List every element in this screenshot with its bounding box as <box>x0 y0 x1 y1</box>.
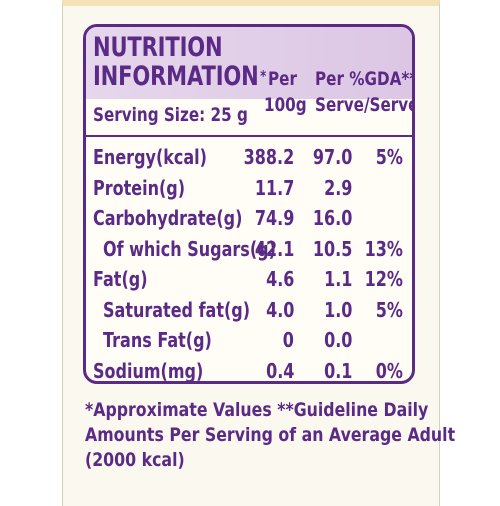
per100g-value: 0 <box>282 328 294 352</box>
nutrition-table: NUTRITION INFORMATION * Per 100g Per %GDA… <box>83 24 415 384</box>
per-serve-value: 1.0 <box>323 297 352 322</box>
table-title: NUTRITION INFORMATION * <box>93 32 266 91</box>
gda-value: 13% <box>364 236 403 261</box>
footnote-line1: *Approximate Values **Guideline Daily <box>85 399 429 421</box>
gda-value: 0% <box>375 358 403 383</box>
per100g-value: 0.4 <box>265 358 294 383</box>
gda-value: 5% <box>375 297 403 322</box>
nutrient-row: Carbohydrate(g) 74.9 16.0 <box>86 203 412 233</box>
footnote-line2: Amounts Per Serving of an Average Adult <box>85 424 456 446</box>
title-line1: NUTRITION <box>93 32 223 63</box>
nutrient-name: Sodium(mg) <box>93 358 204 383</box>
nutrient-name: Carbohydrate(g) <box>93 206 243 230</box>
nutrient-row: Energy(kcal) 388.2 97.0 5% <box>86 142 412 172</box>
footnote: *Approximate Values **Guideline Daily Am… <box>85 398 456 473</box>
per100g-value: 388.2 <box>243 145 294 169</box>
gda-value: 12% <box>364 267 403 291</box>
nutrient-row: Protein(g) 11.7 2.9 <box>86 173 412 203</box>
title-marker: * <box>260 67 267 85</box>
title-line2: INFORMATION <box>93 61 259 92</box>
per-serve-value: 0.0 <box>323 328 352 352</box>
header-divider <box>86 135 412 137</box>
nutrient-name: Fat(g) <box>93 267 148 291</box>
nutrient-row: Trans Fat(g) 0 0.0 <box>86 325 412 355</box>
nutrient-row: Of which Sugars(g) 42.1 10.5 13% <box>86 234 412 264</box>
footnote-line3: (2000 kcal) <box>85 449 185 471</box>
nutrient-name: Of which Sugars(g) <box>103 236 276 261</box>
nutrient-row: Fat(g) 4.6 1.1 12% <box>86 264 412 294</box>
header-band <box>86 27 412 99</box>
per100g-value: 4.6 <box>265 267 294 291</box>
col-per100g-header: Per 100g <box>264 68 307 116</box>
per100g-value: 11.7 <box>254 175 294 200</box>
col-perserve-header: Per %GDA** Serve/Serve <box>315 68 415 116</box>
per100g-value: 42.1 <box>254 236 294 261</box>
nutrient-name: Protein(g) <box>93 175 186 200</box>
per-serve-value: 16.0 <box>312 206 352 230</box>
per-serve-value: 1.1 <box>323 267 352 291</box>
per100g-value: 4.0 <box>265 297 294 322</box>
per100g-value: 74.9 <box>254 206 294 230</box>
nutrient-row: Sodium(mg) 0.4 0.1 0% <box>86 356 412 383</box>
per-serve-value: 97.0 <box>312 145 352 169</box>
nutrient-name: Saturated fat(g) <box>103 297 251 322</box>
nutrient-name: Energy(kcal) <box>93 145 207 169</box>
per-serve-value: 10.5 <box>312 236 352 261</box>
serving-size: Serving Size: 25 g <box>93 104 248 126</box>
per-serve-value: 0.1 <box>323 358 352 383</box>
gda-value: 5% <box>375 145 403 169</box>
per-serve-value: 2.9 <box>323 175 352 200</box>
nutrient-row: Saturated fat(g) 4.0 1.0 5% <box>86 295 412 325</box>
nutrient-name: Trans Fat(g) <box>103 328 212 352</box>
